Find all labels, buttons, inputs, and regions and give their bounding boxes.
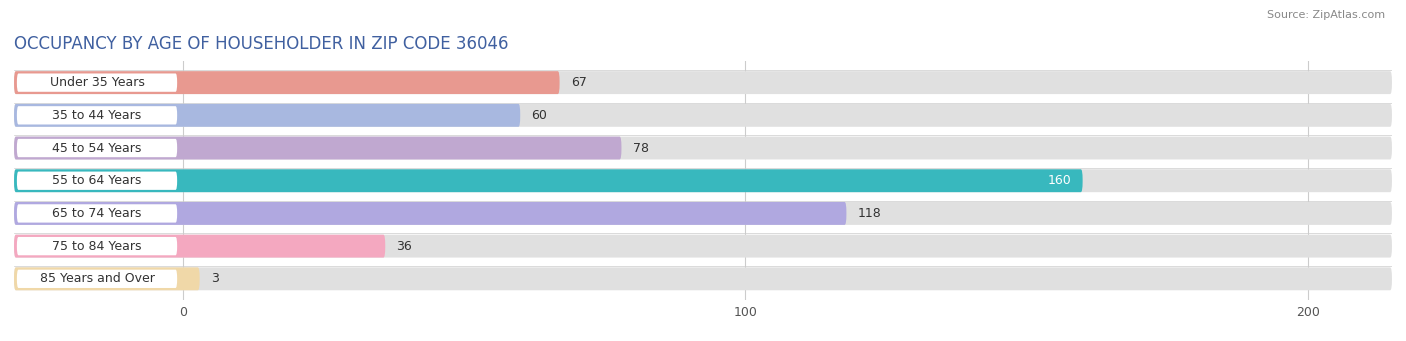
FancyBboxPatch shape [14,137,1392,160]
FancyBboxPatch shape [14,169,1083,192]
FancyBboxPatch shape [14,104,520,127]
Text: 45 to 54 Years: 45 to 54 Years [52,142,142,154]
FancyBboxPatch shape [14,202,1392,225]
FancyBboxPatch shape [17,172,177,190]
Text: 78: 78 [633,142,648,154]
Text: 65 to 74 Years: 65 to 74 Years [52,207,142,220]
Text: 35 to 44 Years: 35 to 44 Years [52,109,142,122]
Text: 36: 36 [396,240,412,253]
FancyBboxPatch shape [14,104,1392,127]
FancyBboxPatch shape [14,235,1392,257]
FancyBboxPatch shape [17,139,177,157]
FancyBboxPatch shape [17,106,177,124]
FancyBboxPatch shape [14,202,846,225]
FancyBboxPatch shape [17,204,177,223]
FancyBboxPatch shape [17,73,177,92]
FancyBboxPatch shape [14,137,621,160]
Text: Source: ZipAtlas.com: Source: ZipAtlas.com [1267,10,1385,20]
Text: 118: 118 [858,207,882,220]
Text: Under 35 Years: Under 35 Years [49,76,145,89]
FancyBboxPatch shape [14,71,1392,94]
FancyBboxPatch shape [14,267,1392,290]
Text: 3: 3 [211,272,219,285]
Text: 75 to 84 Years: 75 to 84 Years [52,240,142,253]
Text: 85 Years and Over: 85 Years and Over [39,272,155,285]
FancyBboxPatch shape [14,235,385,257]
FancyBboxPatch shape [14,169,1392,192]
Text: 60: 60 [531,109,547,122]
FancyBboxPatch shape [17,237,177,255]
FancyBboxPatch shape [17,270,177,288]
Text: OCCUPANCY BY AGE OF HOUSEHOLDER IN ZIP CODE 36046: OCCUPANCY BY AGE OF HOUSEHOLDER IN ZIP C… [14,35,509,53]
Text: 160: 160 [1047,174,1071,187]
Text: 67: 67 [571,76,586,89]
FancyBboxPatch shape [14,267,200,290]
FancyBboxPatch shape [14,71,560,94]
Text: 55 to 64 Years: 55 to 64 Years [52,174,142,187]
